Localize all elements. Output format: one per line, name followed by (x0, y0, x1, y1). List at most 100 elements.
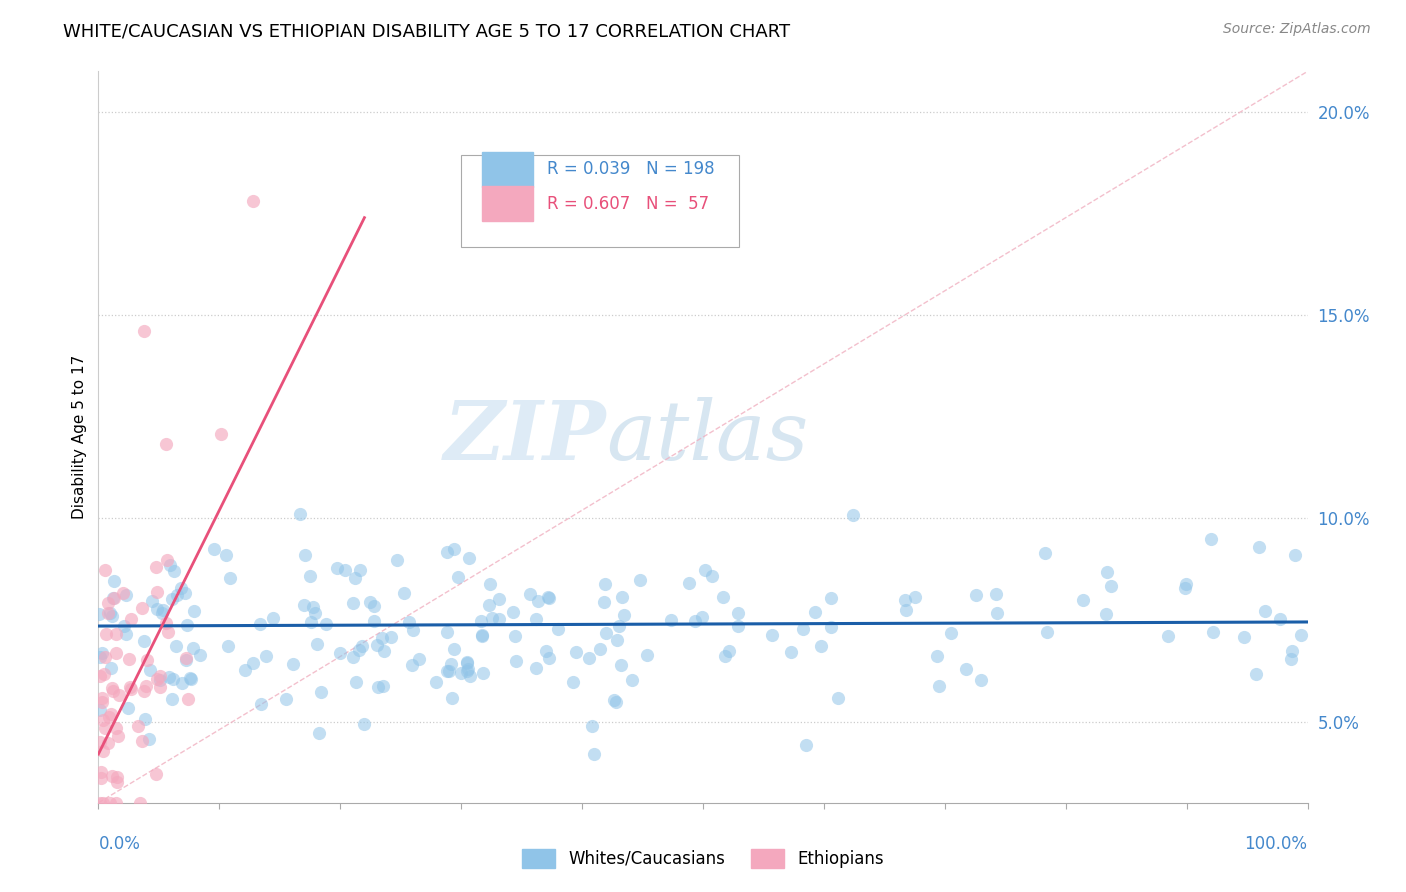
Point (103, 684, 125, 698)
Point (1284, 548, 1306, 562)
Text: 0.0%: 0.0% (98, 835, 141, 854)
Point (1249, 540, 1271, 554)
Point (592, 594, 614, 608)
Point (1202, 624, 1225, 639)
Point (98, 796, 121, 810)
Point (683, 614, 706, 628)
Point (610, 590, 633, 604)
Point (713, 590, 735, 604)
Point (1095, 607, 1118, 621)
Point (172, 676, 194, 690)
Point (537, 591, 560, 605)
Text: R = 0.039   N = 198: R = 0.039 N = 198 (547, 161, 714, 178)
Point (583, 747, 606, 761)
Point (170, 582, 193, 596)
Text: atlas: atlas (606, 397, 808, 477)
Point (536, 590, 558, 604)
Point (214, 548, 236, 562)
Point (727, 606, 749, 620)
Point (695, 563, 717, 577)
Point (97, 607, 120, 621)
Point (443, 542, 465, 557)
Point (159, 558, 181, 573)
Point (155, 616, 177, 631)
Point (620, 673, 643, 687)
Text: Source: ZipAtlas.com: Source: ZipAtlas.com (1223, 22, 1371, 37)
Point (519, 587, 541, 601)
Point (135, 679, 157, 693)
Point (450, 666, 472, 681)
Point (780, 645, 803, 659)
Point (820, 619, 842, 633)
Point (1036, 624, 1059, 639)
Point (162, 672, 184, 686)
Point (174, 585, 197, 599)
Point (380, 630, 402, 644)
Point (505, 654, 527, 668)
Point (132, 634, 155, 648)
Text: R = 0.607   N =  57: R = 0.607 N = 57 (547, 194, 709, 213)
Point (471, 629, 494, 643)
Point (165, 639, 187, 653)
Point (347, 643, 370, 657)
Point (174, 651, 197, 665)
Point (281, 657, 304, 671)
Point (176, 618, 198, 632)
Point (98, 710, 121, 724)
Text: 100.0%: 100.0% (1244, 835, 1308, 854)
Point (925, 649, 948, 664)
Point (138, 732, 160, 747)
Legend: Whites/Caucasians, Ethiopians: Whites/Caucasians, Ethiopians (516, 842, 890, 875)
Point (1268, 612, 1291, 626)
Point (1254, 604, 1277, 618)
FancyBboxPatch shape (461, 155, 740, 247)
Point (636, 648, 658, 662)
Point (254, 648, 277, 663)
Point (408, 652, 430, 666)
Point (344, 675, 367, 690)
Point (717, 644, 740, 658)
Point (387, 553, 409, 567)
Point (91, 713, 114, 727)
Point (606, 632, 628, 647)
Point (103, 591, 125, 606)
Point (249, 617, 271, 632)
Point (366, 638, 388, 652)
Point (827, 690, 849, 705)
Point (107, 729, 129, 743)
Point (134, 712, 156, 726)
Point (436, 545, 458, 559)
Point (349, 562, 371, 576)
Point (91, 691, 114, 706)
Point (292, 599, 315, 613)
Point (342, 650, 364, 665)
Point (139, 663, 162, 677)
Point (727, 618, 749, 632)
Point (127, 718, 149, 732)
Point (105, 627, 128, 641)
Point (157, 625, 180, 640)
Point (162, 692, 184, 706)
Point (302, 599, 325, 614)
Point (904, 590, 927, 604)
Point (1279, 652, 1302, 666)
Point (112, 619, 135, 633)
Point (804, 606, 827, 620)
Point (700, 569, 723, 583)
Point (181, 640, 204, 655)
Point (155, 436, 177, 450)
Point (1244, 667, 1267, 681)
Point (98, 606, 121, 620)
Point (132, 684, 155, 698)
Point (145, 559, 167, 574)
Point (90, 764, 112, 779)
Point (217, 639, 239, 653)
Point (479, 577, 502, 591)
Point (89, 796, 111, 810)
Point (90, 772, 112, 786)
Point (842, 508, 865, 522)
Point (447, 570, 470, 584)
Point (309, 684, 332, 698)
Point (440, 691, 463, 706)
Point (488, 612, 510, 626)
